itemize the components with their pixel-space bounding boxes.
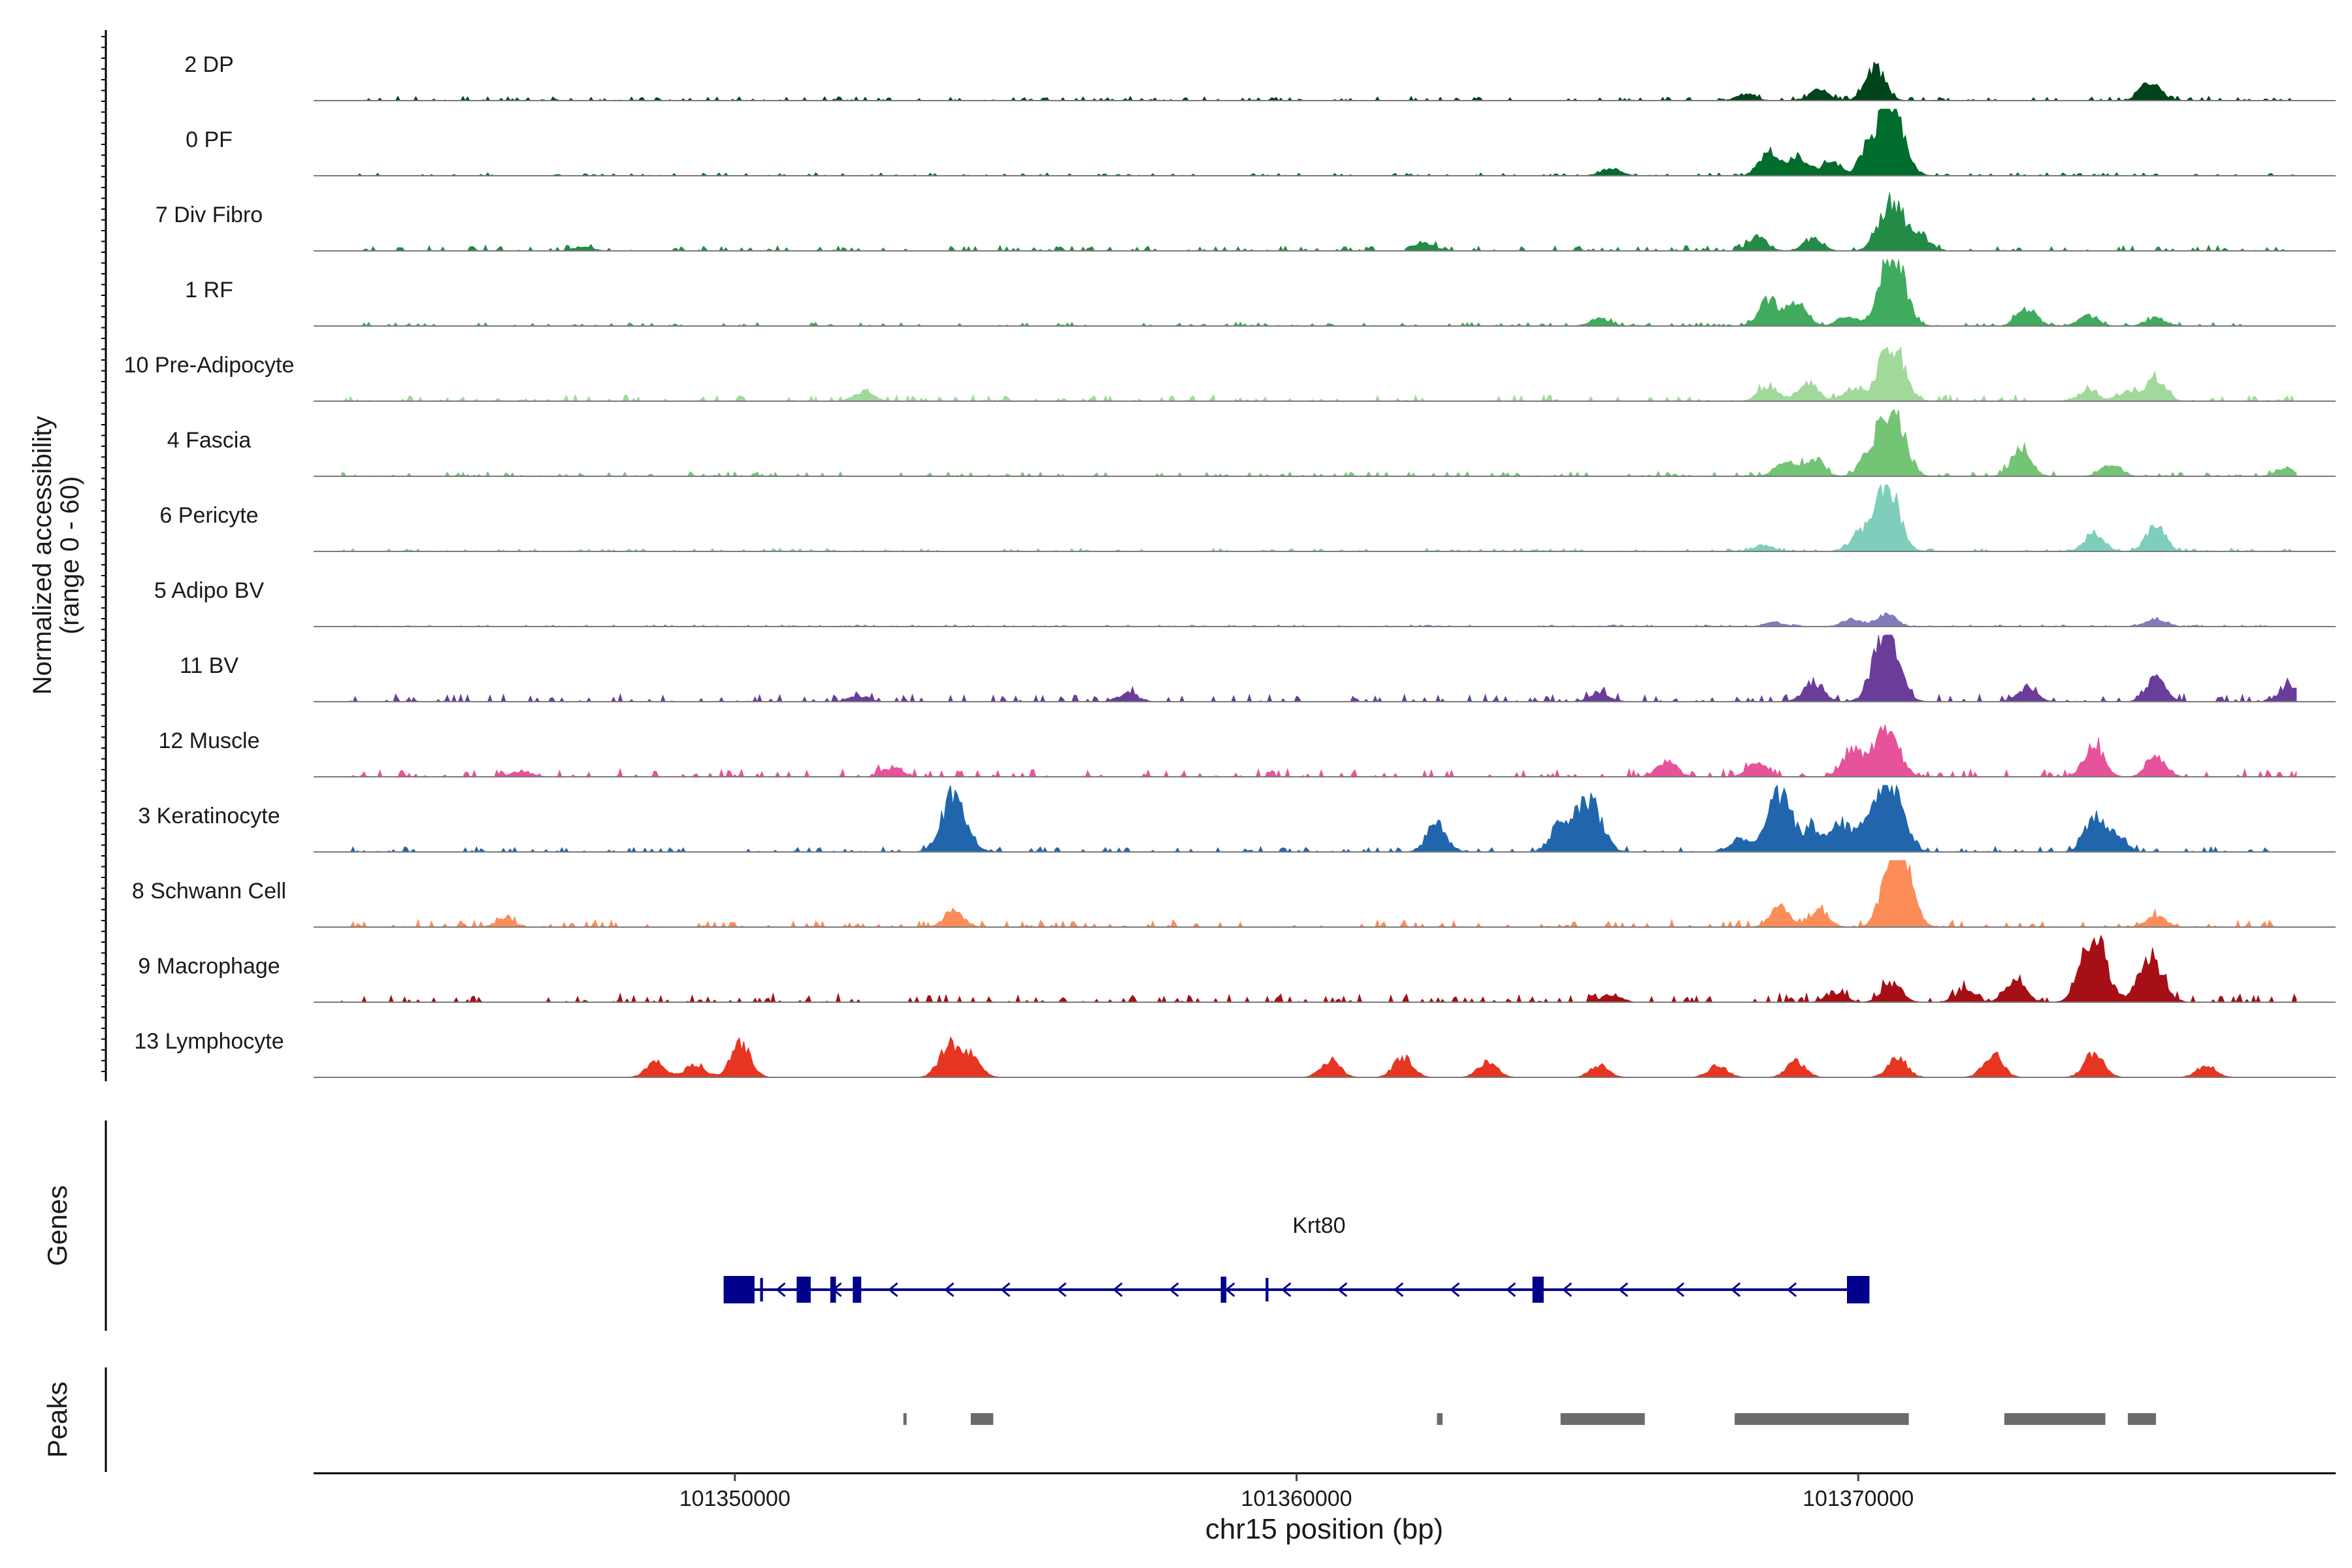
coverage-y-ticks: [101, 36, 106, 1072]
y-axis-label-line1: Normalized accessibility: [28, 416, 57, 695]
peak-region: [903, 1413, 907, 1425]
track-label: 1 RF: [185, 278, 233, 302]
strand-arrow: [1056, 1282, 1067, 1298]
track-label: 2 DP: [184, 52, 234, 77]
gene-exon: [1266, 1278, 1269, 1301]
track-label: 9 Macrophage: [138, 954, 280, 979]
track-7-div-fibro: 7 Div Fibro: [155, 192, 2336, 252]
gene-exon: [830, 1277, 836, 1303]
track-4-fascia: 4 Fascia: [167, 409, 2336, 477]
strand-arrow: [1281, 1282, 1292, 1298]
x-tick-label: 101370000: [1803, 1486, 1914, 1511]
y-axis-label-line2: (range 0 - 60): [56, 476, 84, 634]
gene-name: Krt80: [1292, 1213, 1345, 1238]
coverage-area: [342, 258, 2296, 327]
x-tick-label: 101360000: [1241, 1486, 1352, 1511]
strand-arrow: [1618, 1282, 1629, 1298]
gene-exon: [853, 1277, 862, 1303]
peak-regions: [903, 1413, 2156, 1425]
strand-arrow: [1337, 1282, 1348, 1298]
coverage-area: [342, 346, 2296, 402]
gene-exon: [1220, 1277, 1227, 1303]
coverage-area: [342, 860, 2296, 928]
peak-region: [2127, 1413, 2156, 1425]
strand-arrow: [1113, 1282, 1123, 1298]
coverage-area: [340, 483, 2296, 552]
genes-track-label: Genes: [42, 1185, 73, 1266]
track-label: 11 BV: [180, 653, 238, 678]
track-label: 4 Fascia: [167, 428, 252, 453]
gene-exon: [796, 1277, 811, 1303]
track-label: 10 Pre-Adipocyte: [124, 353, 295, 378]
track-label: 6 Pericyte: [159, 503, 258, 528]
strand-arrow: [1225, 1282, 1235, 1298]
coverage-area: [341, 409, 2297, 477]
track-label: 8 Schwann Cell: [132, 879, 286, 904]
strand-arrow: [1449, 1282, 1460, 1298]
strand-arrow: [1000, 1282, 1011, 1298]
strand-arrow: [1561, 1282, 1573, 1298]
track-label: 0 PF: [186, 127, 233, 152]
strand-arrow: [1786, 1282, 1797, 1298]
strand-arrow: [944, 1282, 955, 1298]
gene-exon: [760, 1278, 763, 1301]
strand-arrow: [1169, 1282, 1179, 1298]
coverage-area: [341, 934, 2297, 1004]
peak-region: [1560, 1413, 1645, 1425]
strand-arrow: [776, 1282, 786, 1298]
track-11-bv: 11 BV: [180, 634, 2336, 703]
track-label: 7 Div Fibro: [155, 203, 263, 227]
peak-region: [1437, 1413, 1443, 1425]
strand-arrow: [888, 1282, 898, 1298]
peak-region: [970, 1413, 994, 1425]
track-13-lymphocyte: 13 Lymphocyte: [134, 1029, 2336, 1078]
coverage-area: [342, 634, 2297, 703]
track-1-rf: 1 RF: [185, 258, 2336, 327]
coverage-tracks: 2 DP 0 PF 7 Div Fibro 1 RF 10 Pre-Adipocyte 4…: [124, 52, 2336, 1078]
coverage-area: [342, 108, 2296, 176]
x-axis-ticks: 101350000 101360000 101370000: [679, 1473, 1914, 1511]
x-axis-label: chr15 position (bp): [1205, 1513, 1443, 1545]
strand-arrow: [1505, 1282, 1516, 1298]
coverage-area: [342, 612, 2296, 627]
gene-exon: [1847, 1276, 1870, 1303]
gene-model: Krt80: [723, 1213, 1870, 1303]
track-8-schwann-cell: 8 Schwann Cell: [132, 860, 2336, 928]
coverage-area: [342, 725, 2297, 778]
strand-arrow: [1674, 1282, 1685, 1298]
strand-arrow: [1393, 1282, 1404, 1298]
track-5-adipo-bv: 5 Adipo BV: [154, 578, 2336, 627]
track-2-dp: 2 DP: [184, 52, 2336, 101]
coverage-area: [342, 61, 2296, 101]
x-tick-label: 101350000: [679, 1486, 791, 1511]
gene-exon: [723, 1276, 755, 1303]
coverage-area: [342, 784, 2296, 853]
coverage-y-axis: [101, 30, 107, 1081]
coverage-area: [342, 192, 2296, 252]
gene-exon: [1532, 1277, 1544, 1303]
strand-arrow: [1730, 1282, 1741, 1298]
track-0-pf: 0 PF: [186, 108, 2336, 176]
coverage-area: [342, 1036, 2296, 1078]
track-label: 5 Adipo BV: [154, 578, 265, 603]
peak-region: [2004, 1413, 2106, 1425]
peak-region: [1735, 1413, 1909, 1425]
track-9-macrophage: 9 Macrophage: [138, 934, 2336, 1004]
peaks-track-label: Peaks: [42, 1382, 73, 1458]
track-6-pericyte: 6 Pericyte: [159, 483, 2336, 552]
track-3-keratinocyte: 3 Keratinocyte: [138, 784, 2336, 853]
track-label: 13 Lymphocyte: [134, 1029, 284, 1054]
track-12-muscle: 12 Muscle: [159, 725, 2336, 778]
track-label: 3 Keratinocyte: [138, 804, 280, 828]
track-label: 12 Muscle: [159, 728, 260, 753]
track-10-pre-adipocyte: 10 Pre-Adipocyte: [124, 346, 2336, 402]
